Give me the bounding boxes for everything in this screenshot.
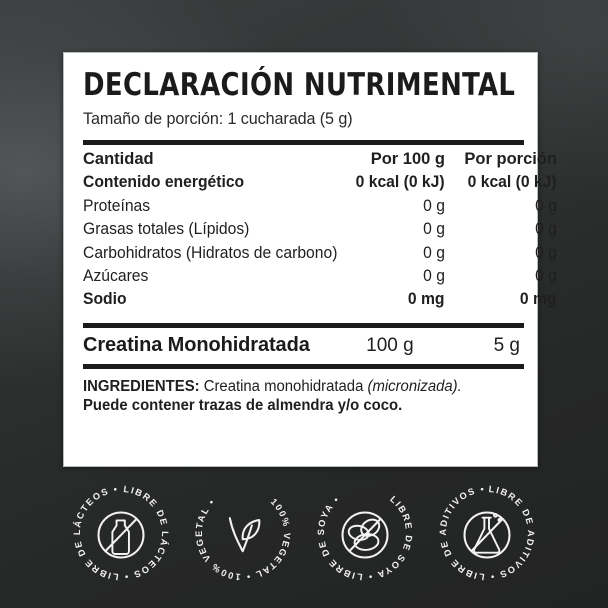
table-row: Azúcares 0 g 0 g	[83, 265, 557, 288]
svg-text:LIBRE DE LÁCTEOS • LIBRE DE: LIBRE DE LÁCTEOS • LIBRE DE LÁCTEOS •	[71, 484, 170, 582]
ingredients-label: INGREDIENTES:	[83, 377, 200, 395]
creatine-name: Creatina Monohidratada	[83, 333, 310, 356]
ingredients-block: INGREDIENTES: Creatina monohidratada (mi…	[83, 377, 506, 415]
column-header-per-100g: Por 100 g	[370, 149, 445, 168]
row-value-per-100g: 0 g	[423, 196, 445, 215]
highlight-bottom-rule	[83, 363, 524, 369]
ingredients-line-1: INGREDIENTES: Creatina monohidratada (mi…	[83, 377, 506, 396]
row-value-per-portion: 0 kcal (0 kJ)	[468, 173, 557, 192]
sprout-leaf-icon	[228, 517, 261, 553]
badge-label: LIBRE DE SOYA	[315, 583, 316, 584]
row-value-per-100g: 0 g	[423, 220, 445, 239]
table-row: Proteínas 0 g 0 g	[83, 195, 557, 218]
table-row: Contenido energético 0 kcal (0 kJ) 0 kcal …	[83, 171, 557, 194]
row-value-per-100g: 0 g	[423, 266, 445, 285]
badge-label: LIBRE DE ADITIVOS	[437, 583, 438, 584]
milk-bottle-crossed-icon	[111, 519, 130, 555]
table-row: Grasas totales (Lípidos) 0 g 0 g	[83, 218, 557, 241]
badge-label: LIBRE DE LÁCTEOS	[71, 583, 72, 584]
nutrition-facts-panel: DECLARACIÓN NUTRIMENTAL Tamaño de porció…	[63, 52, 557, 467]
badge-flask-crossed: LIBRE DE ADITIVOS • LIBRE DE ADITIVOS •L…	[437, 483, 537, 583]
row-value-per-portion: 0 g	[535, 243, 557, 262]
ingredients-emphasis: (micronizada).	[367, 377, 462, 395]
table-top-rule	[83, 139, 524, 145]
row-value-per-100g: 0 mg	[408, 290, 445, 309]
badge-milk-bottle-crossed: LIBRE DE LÁCTEOS • LIBRE DE LÁCTEOS •LIB…	[71, 483, 171, 583]
creatine-per-100g: 100 g	[366, 334, 414, 356]
row-value-per-portion: 0 g	[535, 196, 557, 215]
soybeans-crossed-icon	[347, 518, 381, 551]
badge-sprout-leaf: 100% VEGETAL • 100% VEGETAL •100% VEGETA…	[193, 483, 293, 583]
certification-badges: LIBRE DE LÁCTEOS • LIBRE DE LÁCTEOS •LIB…	[0, 483, 608, 588]
row-value-per-100g: 0 g	[423, 243, 445, 262]
table-header: Cantidad Por 100 g Por porción	[83, 148, 557, 171]
row-nutrient-name: Contenido energético	[83, 173, 245, 192]
row-value-per-portion: 0 g	[535, 220, 557, 239]
svg-text:LIBRE DE ADITIVOS • LIBRE DE: LIBRE DE ADITIVOS • LIBRE DE ADITIVOS •	[438, 484, 536, 582]
serving-size-text: Tamaño de porción: 1 cucharada (5 g)	[83, 108, 353, 128]
highlight-top-rule	[83, 322, 524, 328]
badge-label: 100% VEGETAL	[193, 583, 194, 584]
row-nutrient-name: Proteínas	[83, 196, 151, 215]
row-value-per-100g: 0 kcal (0 kJ)	[356, 173, 445, 192]
row-nutrient-name: Carbohidratos (Hidratos de carbono)	[83, 243, 338, 262]
ingredients-body: Creatina monohidratada	[199, 377, 368, 395]
column-header-name: Cantidad	[83, 149, 154, 168]
table-row: Sodio 0 mg 0 mg	[83, 288, 557, 311]
page-title: DECLARACIÓN NUTRIMENTAL	[83, 67, 516, 103]
table-body: Contenido energético 0 kcal (0 kJ) 0 kcal …	[83, 171, 557, 312]
nutrition-table: Cantidad Por 100 g Por porción Contenido…	[83, 148, 557, 312]
row-nutrient-name: Azúcares	[83, 266, 149, 285]
column-header-per-portion: Por porción	[464, 149, 557, 168]
table-row: Carbohidratos (Hidratos de carbono) 0 g 0 …	[83, 242, 557, 265]
row-nutrient-name: Grasas totales (Lípidos)	[83, 220, 250, 239]
ingredients-line-2: Puede contener trazas de almendra y/o co…	[83, 397, 403, 415]
row-value-per-portion: 0 mg	[520, 290, 557, 309]
row-nutrient-name: Sodio	[83, 290, 127, 309]
badge-ring-text: LIBRE DE ADITIVOS • LIBRE DE ADITIVOS •	[438, 484, 535, 582]
row-value-per-portion: 0 g	[535, 266, 557, 285]
badge-soybeans-crossed: LIBRE DE SOYA • LIBRE DE SOYA •LIBRE DE …	[315, 483, 415, 583]
flask-crossed-icon	[473, 513, 502, 554]
table-header-row: Cantidad Por 100 g Por porción	[83, 148, 557, 171]
table-row-creatine: Creatina Monohidratada 100 g 5 g	[83, 328, 524, 364]
badge-ring-text: LIBRE DE LÁCTEOS • LIBRE DE LÁCTEOS •	[71, 484, 169, 582]
creatine-per-portion: 5 g	[493, 334, 520, 356]
